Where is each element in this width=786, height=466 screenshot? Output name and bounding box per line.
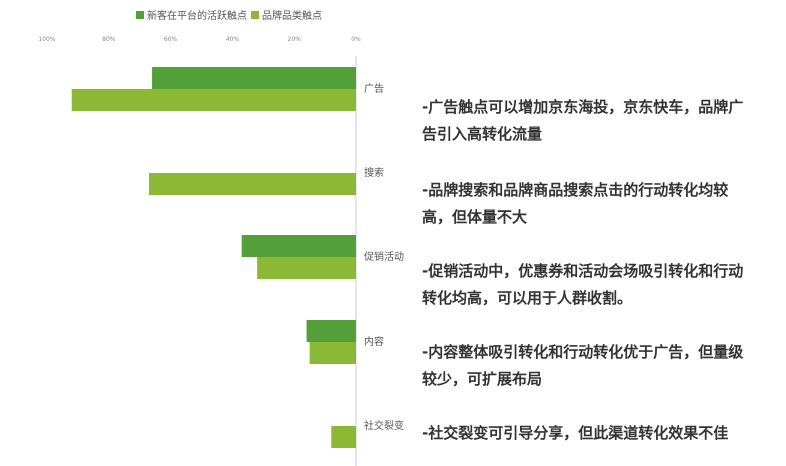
annotation-promotion: -促销活动中，优惠券和活动会场吸引转化和行动转化均高，可以用于人群收割。 — [422, 262, 744, 307]
annotation-search: -品牌搜索和品牌商品搜索点击的行动转化均较高，但体量不大 — [422, 181, 729, 226]
bar-brand-category — [331, 426, 356, 448]
bar-brand-category — [257, 257, 356, 279]
x-tick-label: 60% — [164, 36, 178, 43]
category-label: 内容 — [364, 335, 384, 348]
bar-new-customer — [306, 320, 356, 342]
category-label: 促销活动 — [364, 250, 404, 263]
x-tick-label: 20% — [288, 36, 302, 43]
legend-label: 新客在平台的活跃触点 — [147, 11, 247, 22]
legend-label: 品牌品类触点 — [262, 11, 322, 22]
annotation-social: -社交裂变可引导分享，但此渠道转化效果不佳 — [422, 424, 729, 442]
bar-new-customer — [241, 235, 356, 257]
x-tick-label: 40% — [226, 36, 240, 43]
category-label: 广告 — [364, 82, 384, 95]
bar-brand-category — [309, 342, 356, 364]
category-label: 搜索 — [364, 166, 384, 179]
category-label: 社交裂变 — [364, 419, 404, 432]
x-tick-label: 80% — [102, 36, 116, 43]
x-tick-label: 0% — [351, 36, 361, 43]
legend-item-new-customer: 新客在平台的活跃触点 — [136, 7, 247, 22]
annotation-content: -内容整体吸引转化和行动转化优于广告，但量级较少，可扩展布局 — [422, 343, 744, 388]
annotation-ads: -广告触点可以增加京东海投，京东快车，品牌广告引入高转化流量 — [422, 98, 744, 143]
legend-swatch — [136, 10, 144, 19]
bar-brand-category — [148, 173, 356, 195]
x-tick-label: 100% — [38, 36, 55, 43]
chart-legend: 新客在平台的活跃触点 品牌品类触点 — [136, 7, 322, 22]
bar-brand-category — [71, 89, 356, 111]
legend-swatch — [251, 10, 259, 19]
bar-new-customer — [152, 67, 356, 89]
legend-item-brand-category: 品牌品类触点 — [251, 7, 322, 22]
